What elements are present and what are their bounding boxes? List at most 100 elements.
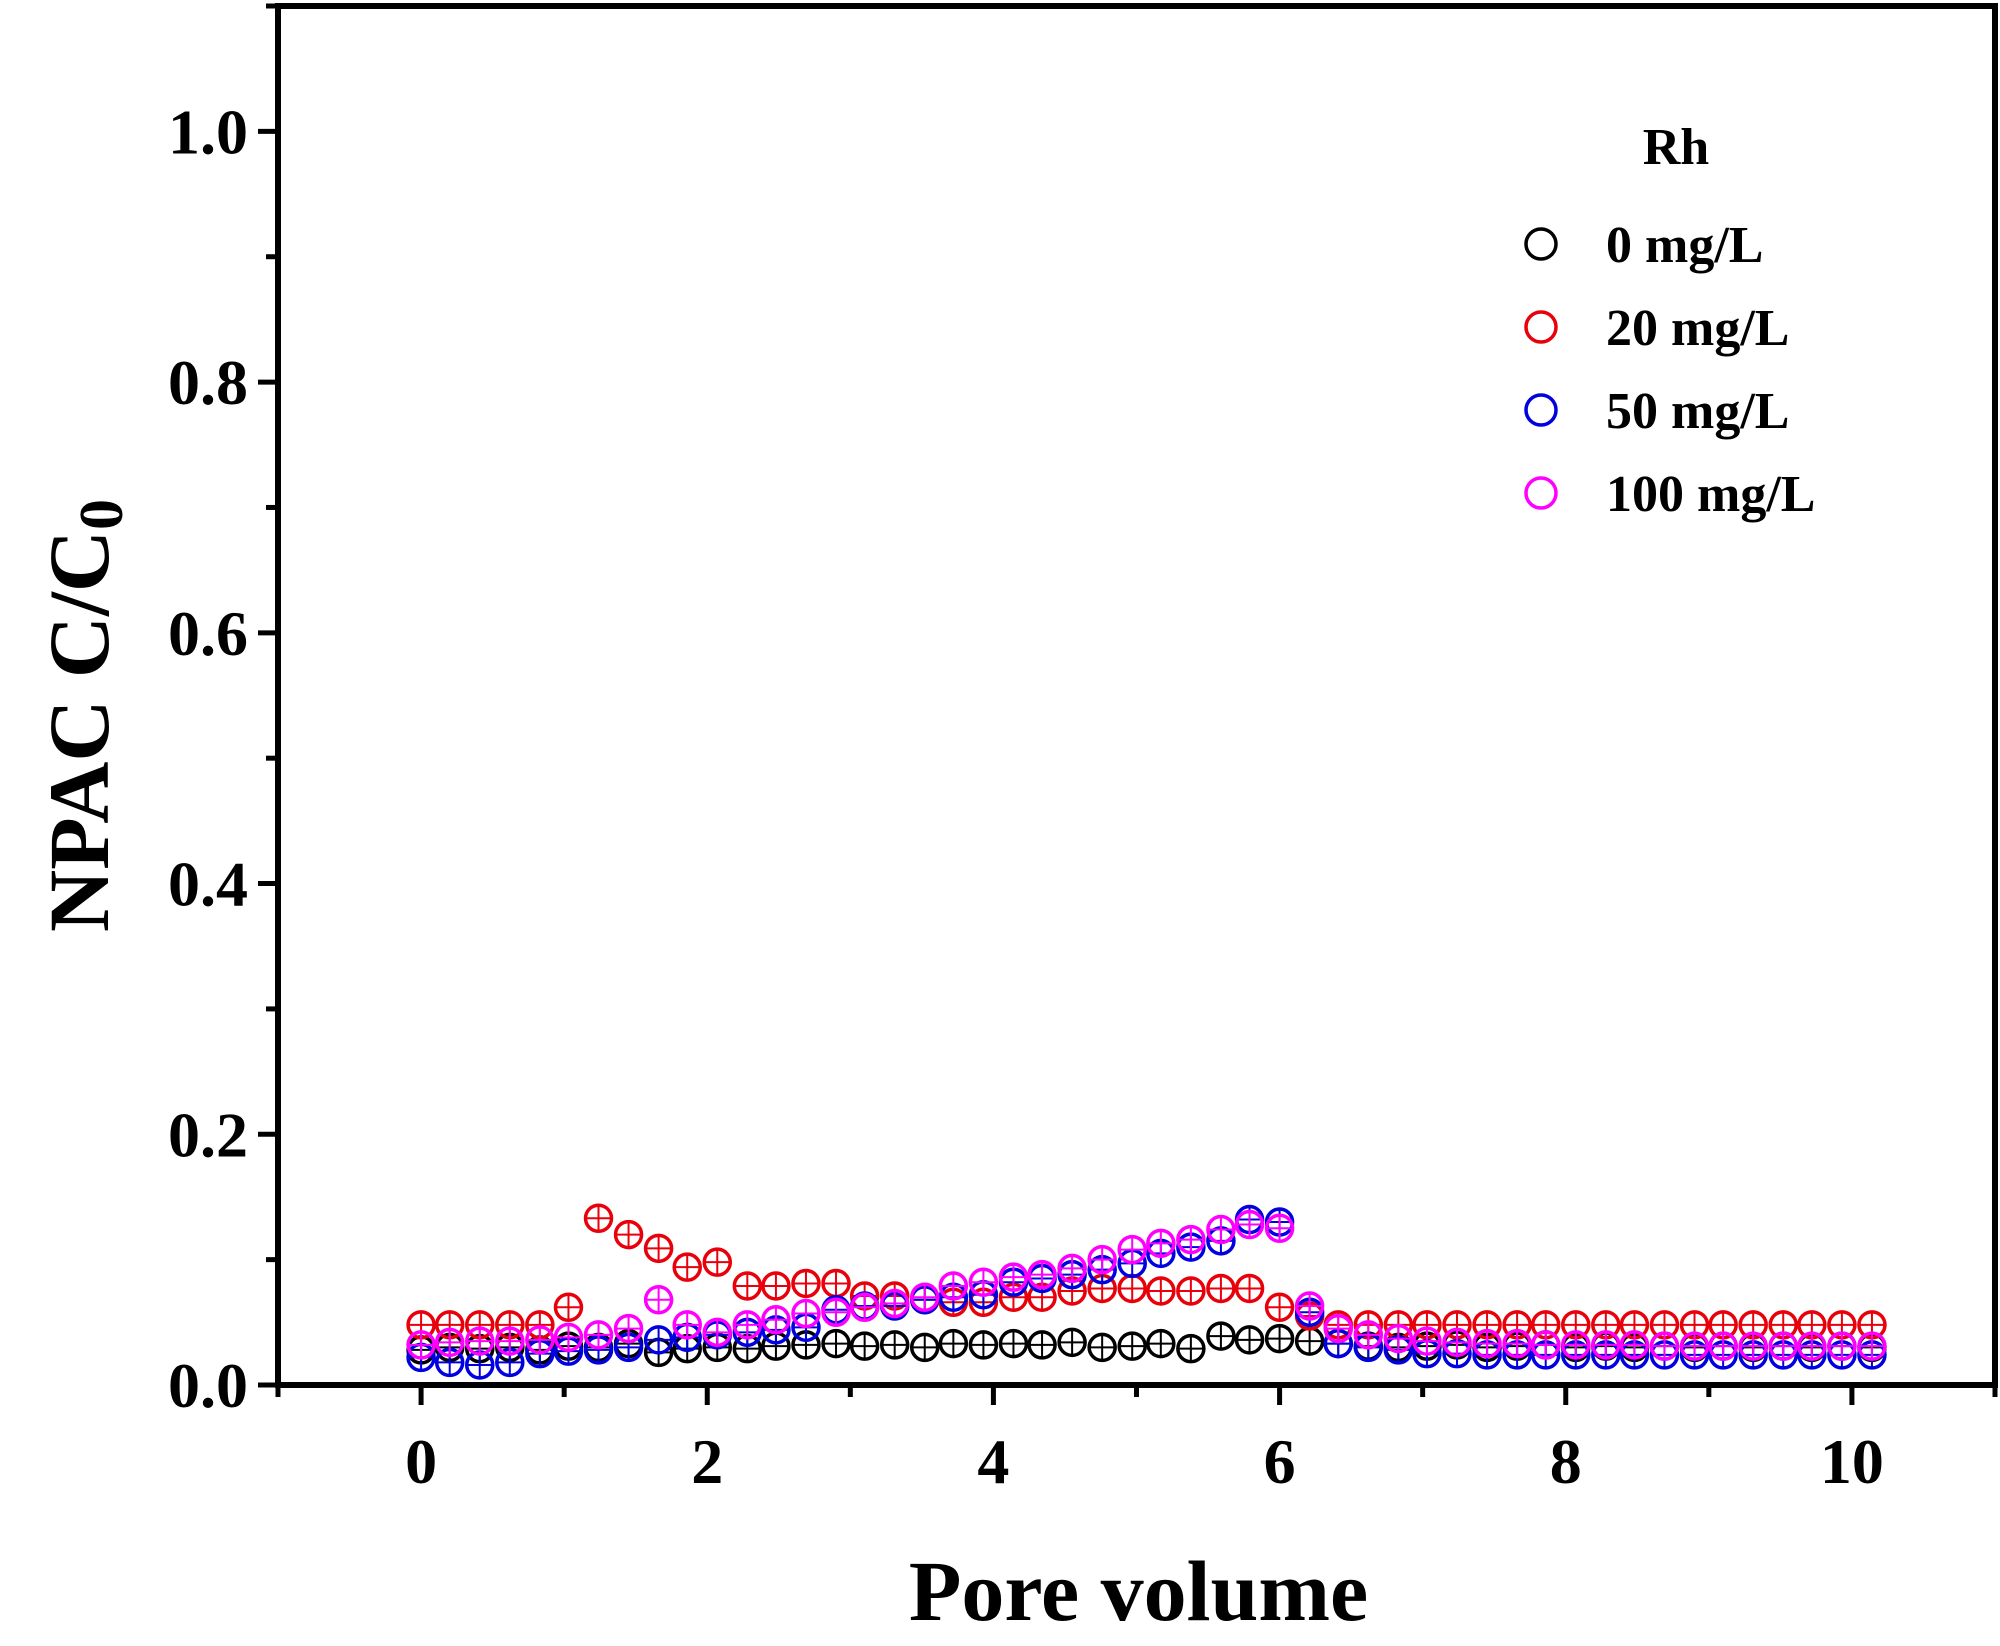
legend-label-3: 100 mg/L [1606, 466, 1815, 523]
data-point [495, 1326, 525, 1356]
data-point [761, 1305, 791, 1335]
data-point [1087, 1244, 1117, 1275]
data-point [1234, 1209, 1265, 1240]
data-point [1412, 1326, 1442, 1356]
data-point [879, 1288, 910, 1319]
data-point [1561, 1330, 1591, 1360]
x-tick-label: 6 [1264, 1426, 1296, 1497]
data-point [553, 1322, 584, 1353]
data-point [998, 1328, 1029, 1359]
data-point [1206, 1273, 1236, 1304]
y-tick-label: 0.0 [168, 1350, 248, 1421]
data-point [1619, 1330, 1650, 1360]
data-point [1857, 1331, 1887, 1361]
x-axis-title: Pore volume [909, 1543, 1368, 1639]
legend-label-0: 0 mg/L [1606, 217, 1763, 274]
data-point [998, 1262, 1029, 1292]
data-point [702, 1247, 733, 1277]
y-tick-label: 0.2 [168, 1099, 248, 1170]
data-point [1708, 1331, 1738, 1361]
data-point [1383, 1323, 1414, 1354]
legend-marker-0 [1524, 227, 1558, 261]
data-point [702, 1317, 733, 1348]
data-point [672, 1310, 702, 1340]
data-point [791, 1298, 821, 1329]
data-point [1264, 1323, 1295, 1354]
data-point [1146, 1276, 1176, 1306]
data-point [583, 1203, 614, 1234]
data-point [1057, 1327, 1087, 1358]
data-point [968, 1267, 999, 1297]
data-point [1353, 1320, 1384, 1350]
legend-label-2: 50 mg/L [1606, 383, 1789, 440]
data-point [732, 1271, 763, 1301]
data-point [1591, 1330, 1621, 1360]
data-point [1294, 1291, 1325, 1321]
data-point [643, 1285, 674, 1315]
data-point [406, 1330, 436, 1360]
data-point [909, 1332, 940, 1363]
data-point [821, 1328, 851, 1359]
series-3 [406, 1209, 1887, 1361]
data-point [1234, 1273, 1265, 1304]
legend-label-1: 20 mg/L [1606, 300, 1789, 357]
data-point [643, 1233, 674, 1264]
legend-marker-2 [1524, 393, 1558, 427]
data-point [1027, 1259, 1057, 1290]
data-point [1206, 1321, 1236, 1351]
data-point [1827, 1331, 1857, 1361]
data-point [1206, 1214, 1236, 1245]
y-tick-label: 1.0 [168, 96, 248, 167]
x-tick-label: 0 [405, 1426, 437, 1497]
data-point [434, 1327, 465, 1358]
data-point [968, 1330, 999, 1360]
data-point [1117, 1331, 1147, 1361]
data-point [464, 1326, 495, 1356]
data-point [583, 1320, 614, 1350]
data-point [1797, 1331, 1827, 1361]
data-point [1264, 1292, 1295, 1323]
y-tick-label: 0.6 [168, 598, 248, 669]
data-point [1738, 1331, 1768, 1361]
legend-title: Rh [1643, 119, 1710, 176]
data-point [1323, 1313, 1353, 1344]
y-axis-title: NPAC C/C0 [31, 499, 136, 932]
data-point [1176, 1333, 1206, 1364]
y-tick-label: 0.8 [168, 347, 248, 418]
data-point [938, 1328, 969, 1359]
data-point [1146, 1228, 1176, 1259]
data-point [791, 1268, 821, 1299]
data-point [1530, 1330, 1561, 1360]
legend: Rh 0 mg/L 20 mg/L 50 mg/L 100 mg/L [1524, 119, 1815, 523]
data-point [1176, 1224, 1206, 1255]
legend-marker-1 [1524, 310, 1558, 344]
legend-marker-3 [1524, 476, 1558, 510]
data-point [849, 1331, 880, 1361]
data-point [1472, 1328, 1502, 1359]
data-point [938, 1271, 969, 1301]
y-axis-title-subscript: 0 [68, 499, 136, 530]
y-axis-title-main: NPAC C/C [31, 530, 127, 932]
data-point [613, 1313, 644, 1344]
data-point [1264, 1213, 1295, 1244]
data-point [1768, 1331, 1798, 1361]
data-point [1679, 1331, 1710, 1361]
data-point [1234, 1325, 1265, 1355]
data-point [1117, 1234, 1147, 1265]
data-marks [406, 1203, 1887, 1380]
data-point [1176, 1276, 1206, 1306]
data-point [909, 1282, 940, 1312]
data-point [1502, 1328, 1532, 1359]
x-tick-label: 2 [691, 1426, 723, 1497]
data-point [1087, 1332, 1117, 1363]
data-point [1146, 1328, 1176, 1359]
data-point [879, 1330, 910, 1360]
data-point [1442, 1327, 1472, 1358]
x-tick-label: 4 [977, 1426, 1009, 1497]
data-point [1027, 1330, 1057, 1360]
data-point [525, 1325, 555, 1355]
axes: 0 2 4 6 8 10 0.0 0.2 0.4 0.6 0.8 1.0 Pore volume NPAC… [31, 3, 1998, 1639]
data-point [1057, 1253, 1087, 1284]
